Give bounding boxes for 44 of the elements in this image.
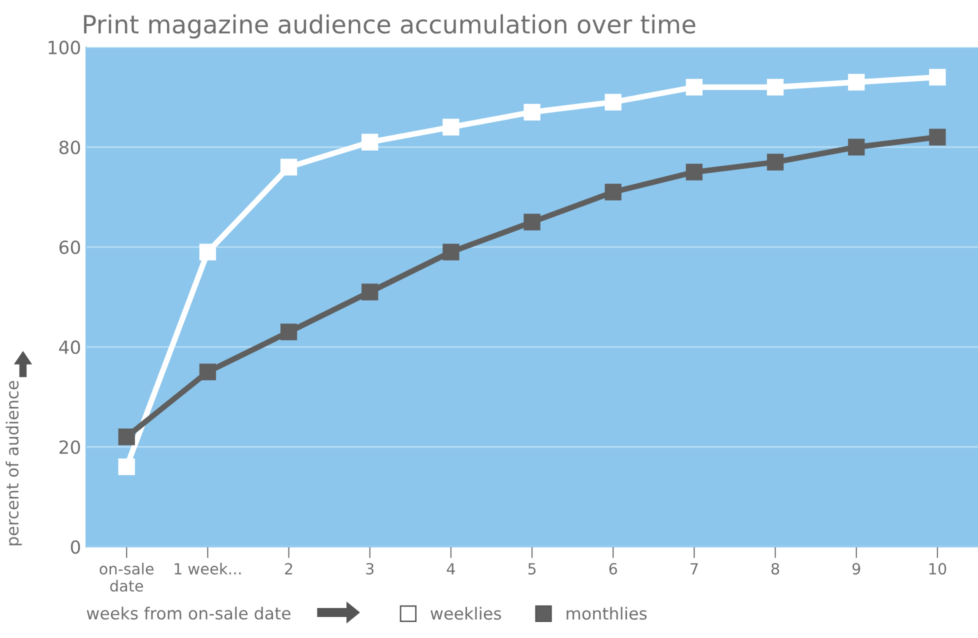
point [766, 78, 784, 96]
legend-label: weeklies [430, 606, 502, 620]
point [362, 284, 378, 300]
point [524, 104, 540, 120]
point [848, 138, 865, 156]
y-tick-label: 100 [48, 40, 80, 54]
y-tick-label: 20 [60, 440, 80, 454]
point [362, 134, 378, 150]
y-tick-label: 60 [59, 240, 80, 254]
point [280, 324, 298, 340]
point [118, 458, 135, 476]
point [442, 118, 460, 136]
x-tick-label: 1 week... [174, 562, 241, 575]
y-tick-label: 40 [59, 340, 80, 354]
x-tick-label: 7 [690, 563, 698, 574]
y-tick-label: 80 [59, 140, 80, 154]
point [442, 244, 460, 260]
x-tick-label: 5 [528, 563, 536, 575]
point [199, 364, 216, 380]
legend-label: monthlies [566, 606, 647, 620]
point [604, 94, 622, 110]
point [280, 158, 298, 176]
x-tick-label: 8 [771, 563, 780, 575]
point [929, 128, 946, 146]
x-tick-label: 3 [366, 563, 374, 575]
x-tick-label: 2 [285, 563, 292, 574]
point [766, 154, 784, 170]
x-tick-label: on-sale date [100, 562, 154, 592]
x-axis-title: weeks from on-sale date [86, 606, 290, 620]
y-axis-title: percent of audience [6, 380, 22, 546]
point [199, 244, 216, 260]
point [604, 184, 622, 200]
x-tick-label: 10 [929, 563, 946, 575]
point [118, 428, 135, 446]
point [686, 78, 703, 96]
x-tick-label: 4 [446, 563, 455, 574]
x-tick-label: 6 [609, 563, 618, 575]
point [686, 164, 703, 180]
point [524, 214, 540, 230]
point [929, 68, 946, 86]
y-tick-label: 0 [70, 540, 80, 554]
chart-title: Print magazine audience accumulation over time [84, 14, 696, 39]
point [848, 74, 865, 91]
x-tick-label: 9 [852, 563, 860, 575]
